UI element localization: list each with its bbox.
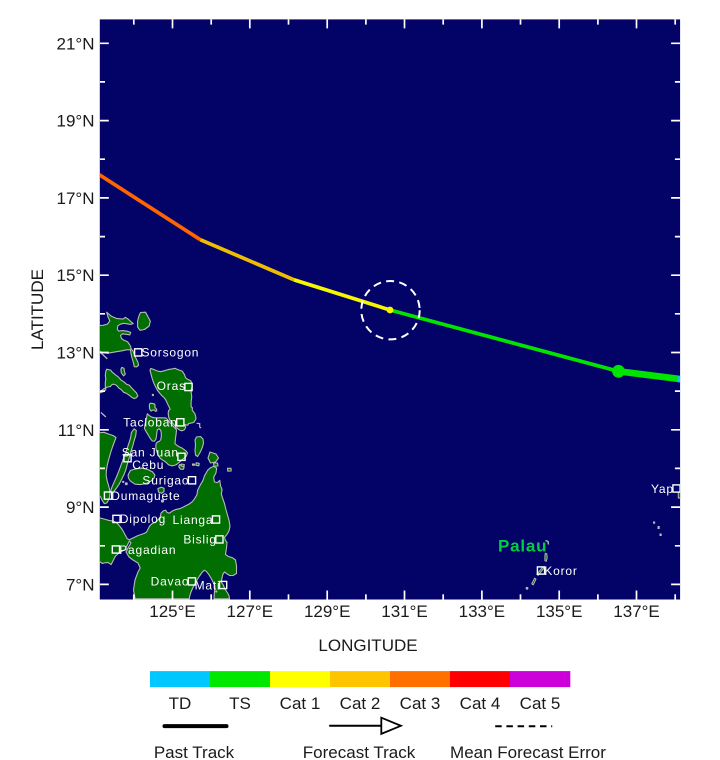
svg-text:131°E: 131°E bbox=[381, 602, 428, 621]
svg-text:LATITUDE: LATITUDE bbox=[28, 269, 47, 350]
svg-text:Cat 5: Cat 5 bbox=[520, 694, 561, 713]
svg-text:11°N: 11°N bbox=[58, 421, 95, 440]
svg-text:Mati: Mati bbox=[195, 578, 221, 592]
svg-text:LONGITUDE: LONGITUDE bbox=[318, 636, 417, 655]
svg-text:129°E: 129°E bbox=[304, 602, 351, 621]
svg-text:Oras: Oras bbox=[157, 379, 186, 393]
svg-text:17°N: 17°N bbox=[57, 189, 95, 208]
svg-text:Mean Forecast Error: Mean Forecast Error bbox=[450, 743, 606, 760]
svg-text:Palau: Palau bbox=[498, 537, 547, 556]
svg-text:Past Track: Past Track bbox=[154, 743, 235, 760]
svg-text:7°N: 7°N bbox=[66, 575, 95, 594]
svg-text:15°N: 15°N bbox=[57, 266, 95, 285]
svg-text:Forecast Track: Forecast Track bbox=[303, 743, 416, 760]
svg-text:Cebu: Cebu bbox=[132, 458, 164, 472]
svg-text:13°N: 13°N bbox=[57, 344, 95, 363]
svg-text:9°N: 9°N bbox=[66, 498, 95, 517]
svg-text:133°E: 133°E bbox=[459, 602, 506, 621]
svg-text:Dipolog: Dipolog bbox=[120, 512, 166, 526]
svg-text:Sorsogon: Sorsogon bbox=[142, 346, 200, 360]
svg-text:127°E: 127°E bbox=[227, 602, 274, 621]
svg-text:Koror: Koror bbox=[544, 564, 577, 578]
svg-text:TS: TS bbox=[229, 694, 251, 713]
svg-text:137°E: 137°E bbox=[613, 602, 660, 621]
svg-text:Tacloban: Tacloban bbox=[123, 416, 177, 430]
svg-text:Yap: Yap bbox=[651, 482, 674, 496]
svg-text:Lianga: Lianga bbox=[173, 513, 214, 527]
svg-text:Cat 3: Cat 3 bbox=[400, 694, 441, 713]
svg-text:Cat 2: Cat 2 bbox=[340, 694, 381, 713]
svg-text:San Juan: San Juan bbox=[122, 446, 179, 460]
svg-text:135°E: 135°E bbox=[536, 602, 583, 621]
svg-text:21°N: 21°N bbox=[57, 34, 95, 53]
svg-text:Cat 4: Cat 4 bbox=[460, 694, 501, 713]
svg-text:Bislig: Bislig bbox=[183, 533, 216, 547]
svg-text:Davao: Davao bbox=[151, 575, 190, 589]
svg-text:TD: TD bbox=[169, 694, 192, 713]
svg-text:Pagadian: Pagadian bbox=[119, 543, 176, 557]
svg-text:Surigao: Surigao bbox=[142, 474, 189, 488]
svg-text:Dumaguete: Dumaguete bbox=[111, 489, 180, 503]
svg-text:Cat 1: Cat 1 bbox=[280, 694, 321, 713]
svg-text:19°N: 19°N bbox=[57, 112, 95, 131]
svg-text:125°E: 125°E bbox=[149, 602, 196, 621]
